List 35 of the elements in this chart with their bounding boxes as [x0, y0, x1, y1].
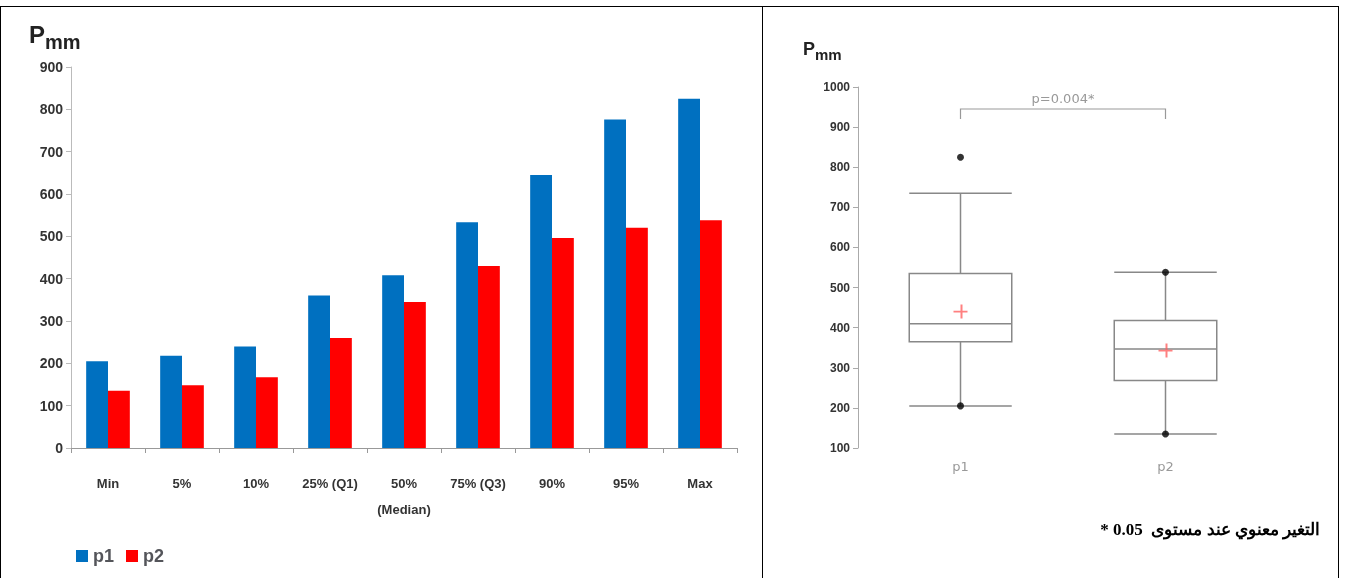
y-tick-label: 600 — [829, 240, 851, 255]
annotation: p=0.004* — [1031, 91, 1095, 106]
y-tick-label: 800 — [39, 101, 64, 118]
y-tick-label: 900 — [829, 120, 851, 135]
x-tick-label: Max — [687, 475, 714, 491]
y-tick-label: 400 — [829, 320, 851, 335]
y-tick-label: 500 — [829, 280, 851, 295]
y-axis-title: P$_{mm}$ — [803, 39, 842, 63]
y-tick-label: 400 — [39, 270, 64, 287]
x-tick-label: 10% — [242, 475, 270, 491]
y-tick-label: 300 — [829, 360, 851, 375]
text: * التغير معنوي عند مستوى 0.05 — [1100, 520, 1320, 540]
y-axis-title: P$_{mm}$ — [29, 21, 81, 54]
y-tick-label: 700 — [829, 200, 851, 215]
y-tick-label: 0 — [55, 440, 64, 456]
y-tick-label: 100 — [829, 441, 851, 455]
y-tick-label: 800 — [829, 160, 851, 175]
x-tick-label: 50% (Median) — [377, 475, 431, 517]
x-tick-label: 95% — [612, 475, 640, 491]
x-tick-label: 90% — [538, 475, 566, 491]
legend-label: p2 — [143, 546, 165, 566]
x-tick-label: Min — [96, 475, 120, 491]
y-tick-label: 1000 — [823, 80, 851, 94]
y-tick-label: 200 — [829, 400, 851, 415]
y-tick-label: 300 — [39, 313, 64, 329]
x-tick-label: 75% (Q3) — [450, 475, 506, 491]
y-tick-label: 600 — [39, 186, 64, 202]
legend-label: p1 — [93, 546, 115, 566]
x-tick-label: 25% (Q1) — [302, 475, 358, 491]
y-tick-label: 100 — [39, 397, 64, 414]
y-tick-label: 200 — [39, 355, 64, 372]
x-tick-label: 5% — [172, 475, 192, 491]
y-tick-label: 500 — [39, 228, 64, 245]
y-tick-label: 900 — [39, 59, 64, 75]
y-tick-label: 700 — [39, 143, 64, 160]
